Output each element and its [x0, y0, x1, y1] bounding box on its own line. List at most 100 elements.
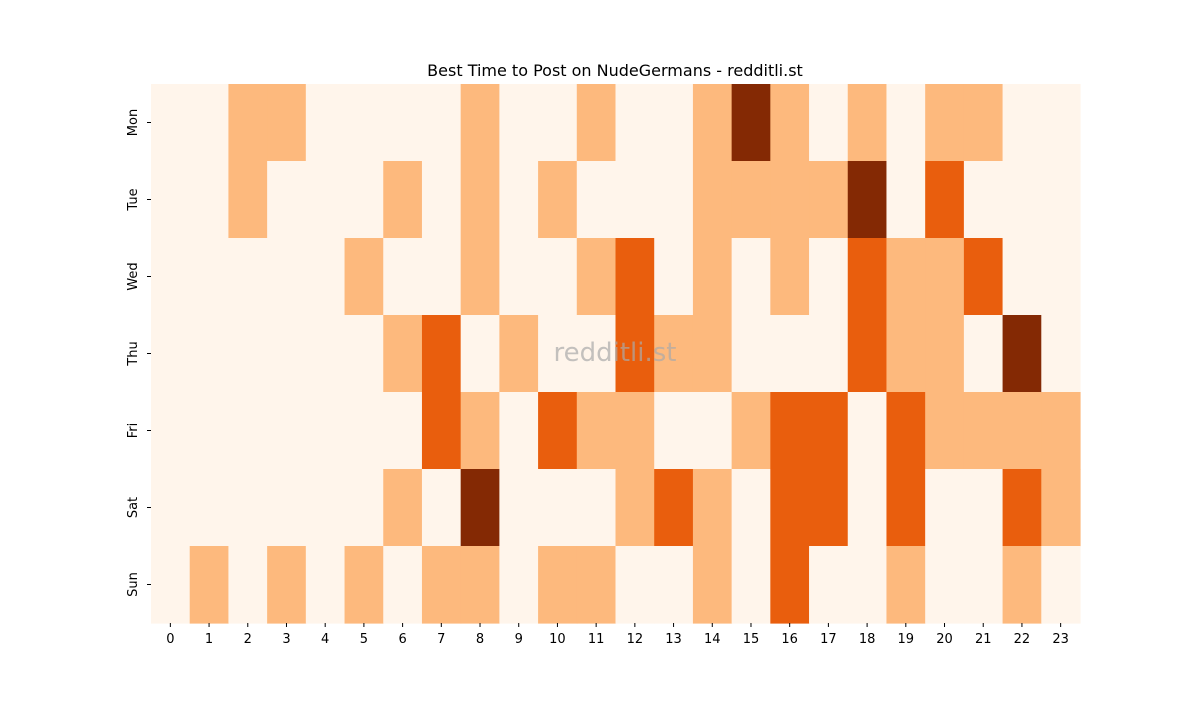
heatmap-cell-fri-17 — [809, 392, 849, 470]
heatmap-cell-sat-22 — [1002, 469, 1042, 547]
x-axis-ticks: 0 1 2 3 4 5 6 7 8 9 10 11 12 13 14 15 16 17 18 19 20 21 22 23 — [166, 623, 1069, 647]
heatmap-cell-mon-19 — [886, 84, 926, 162]
heatmap-cell-sun-1 — [189, 546, 230, 624]
heatmap-cell-fri-10 — [538, 392, 578, 470]
heatmap-cell-tue-17 — [809, 161, 849, 239]
heatmap-cell-fri-1 — [189, 392, 230, 470]
heatmap-cell-wed-18 — [847, 238, 888, 316]
heatmap-cell-wed-13 — [654, 238, 694, 316]
heatmap-cell-sun-4 — [305, 546, 346, 624]
y-tick-label: Tue — [126, 188, 141, 211]
heatmap-cell-wed-12 — [615, 238, 655, 316]
x-tick-label: 8 — [476, 632, 484, 647]
heatmap-cell-mon-0 — [151, 84, 191, 162]
heatmap-cell-tue-18 — [847, 161, 888, 239]
heatmap-cell-tue-4 — [305, 161, 346, 239]
x-tick-label: 18 — [859, 632, 876, 647]
heatmap-cell-tue-13 — [654, 161, 694, 239]
heatmap-cell-thu-2 — [228, 315, 268, 393]
heatmap-cell-wed-16 — [770, 238, 810, 316]
heatmap-cell-fri-18 — [847, 392, 888, 470]
y-axis-ticks: Mon Tue Wed Thu Fri Sat Sun — [126, 109, 151, 597]
heatmap-cell-thu-11 — [576, 315, 617, 393]
heatmap-cell-wed-4 — [305, 238, 346, 316]
x-tick-label: 15 — [743, 632, 760, 647]
heatmap-cell-thu-4 — [305, 315, 346, 393]
heatmap-cell-mon-15 — [731, 84, 771, 162]
heatmap-cell-thu-10 — [538, 315, 578, 393]
heatmap-cell-mon-11 — [576, 84, 617, 162]
heatmap-cell-sat-5 — [344, 469, 384, 547]
heatmap-cell-tue-1 — [189, 161, 230, 239]
heatmap-cell-wed-5 — [344, 238, 384, 316]
heatmap-cell-sun-10 — [538, 546, 578, 624]
watermark: redditli.st — [554, 338, 677, 368]
heatmap-cell-wed-19 — [886, 238, 926, 316]
heatmap-cell-fri-13 — [654, 392, 694, 470]
heatmap-cell-fri-9 — [499, 392, 539, 470]
heatmap-cell-sun-8 — [460, 546, 500, 624]
heatmap-cell-sat-6 — [383, 469, 423, 547]
x-tick-label: 23 — [1052, 632, 1069, 647]
heatmap-cell-tue-10 — [538, 161, 578, 239]
heatmap-cell-tue-22 — [1002, 161, 1042, 239]
heatmap-cell-fri-8 — [460, 392, 500, 470]
heatmap-cell-thu-18 — [847, 315, 888, 393]
heatmap-cell-mon-12 — [615, 84, 655, 162]
heatmap-cell-mon-13 — [654, 84, 694, 162]
x-tick-label: 16 — [781, 632, 798, 647]
heatmap-cell-tue-14 — [692, 161, 733, 239]
heatmap-cell-tue-21 — [963, 161, 1004, 239]
heatmap-cell-mon-23 — [1041, 84, 1081, 162]
x-tick-label: 2 — [244, 632, 252, 647]
heatmap-cell-sat-15 — [731, 469, 771, 547]
heatmap-cell-tue-3 — [267, 161, 307, 239]
heatmap-cell-tue-19 — [886, 161, 926, 239]
x-tick-label: 3 — [282, 632, 290, 647]
heatmap-cell-sun-9 — [499, 546, 539, 624]
x-tick-label: 22 — [1014, 632, 1031, 647]
heatmap-cell-fri-14 — [692, 392, 733, 470]
x-tick-label: 4 — [321, 632, 329, 647]
heatmap-cell-mon-4 — [305, 84, 346, 162]
heatmap-cell-sun-11 — [576, 546, 617, 624]
heatmap-cell-wed-20 — [925, 238, 965, 316]
x-tick-label: 14 — [704, 632, 721, 647]
heatmap-cell-sat-10 — [538, 469, 578, 547]
heatmap-cell-fri-23 — [1041, 392, 1081, 470]
heatmap-cell-mon-17 — [809, 84, 849, 162]
heatmap-cell-thu-7 — [421, 315, 462, 393]
heatmap-cell-wed-11 — [576, 238, 617, 316]
heatmap-cell-sun-13 — [654, 546, 694, 624]
heatmap-cell-fri-5 — [344, 392, 384, 470]
heatmap-cell-mon-6 — [383, 84, 423, 162]
heatmap-cell-thu-1 — [189, 315, 230, 393]
heatmap-cell-wed-23 — [1041, 238, 1081, 316]
heatmap-cell-sat-9 — [499, 469, 539, 547]
heatmap-cell-thu-20 — [925, 315, 965, 393]
heatmap-cell-thu-13 — [654, 315, 694, 393]
heatmap-cell-sat-1 — [189, 469, 230, 547]
heatmap-cell-sun-14 — [692, 546, 733, 624]
heatmap-cell-mon-16 — [770, 84, 810, 162]
heatmap-cell-mon-18 — [847, 84, 888, 162]
heatmap-cell-fri-12 — [615, 392, 655, 470]
heatmap-cell-sun-15 — [731, 546, 771, 624]
heatmap-cell-tue-2 — [228, 161, 268, 239]
heatmap-cell-thu-16 — [770, 315, 810, 393]
heatmap-cell-wed-7 — [421, 238, 462, 316]
heatmap-cell-tue-8 — [460, 161, 500, 239]
heatmap-cell-thu-14 — [692, 315, 733, 393]
heatmap-cell-sun-21 — [963, 546, 1004, 624]
heatmap-cell-tue-9 — [499, 161, 539, 239]
heatmap-cell-wed-15 — [731, 238, 771, 316]
heatmap-cell-mon-10 — [538, 84, 578, 162]
x-tick-label: 19 — [898, 632, 915, 647]
x-tick-label: 5 — [360, 632, 368, 647]
heatmap-cell-mon-22 — [1002, 84, 1042, 162]
heatmap-cell-fri-20 — [925, 392, 965, 470]
heatmap-cell-tue-23 — [1041, 161, 1081, 239]
x-tick-label: 1 — [205, 632, 213, 647]
heatmap-cell-sat-19 — [886, 469, 926, 547]
